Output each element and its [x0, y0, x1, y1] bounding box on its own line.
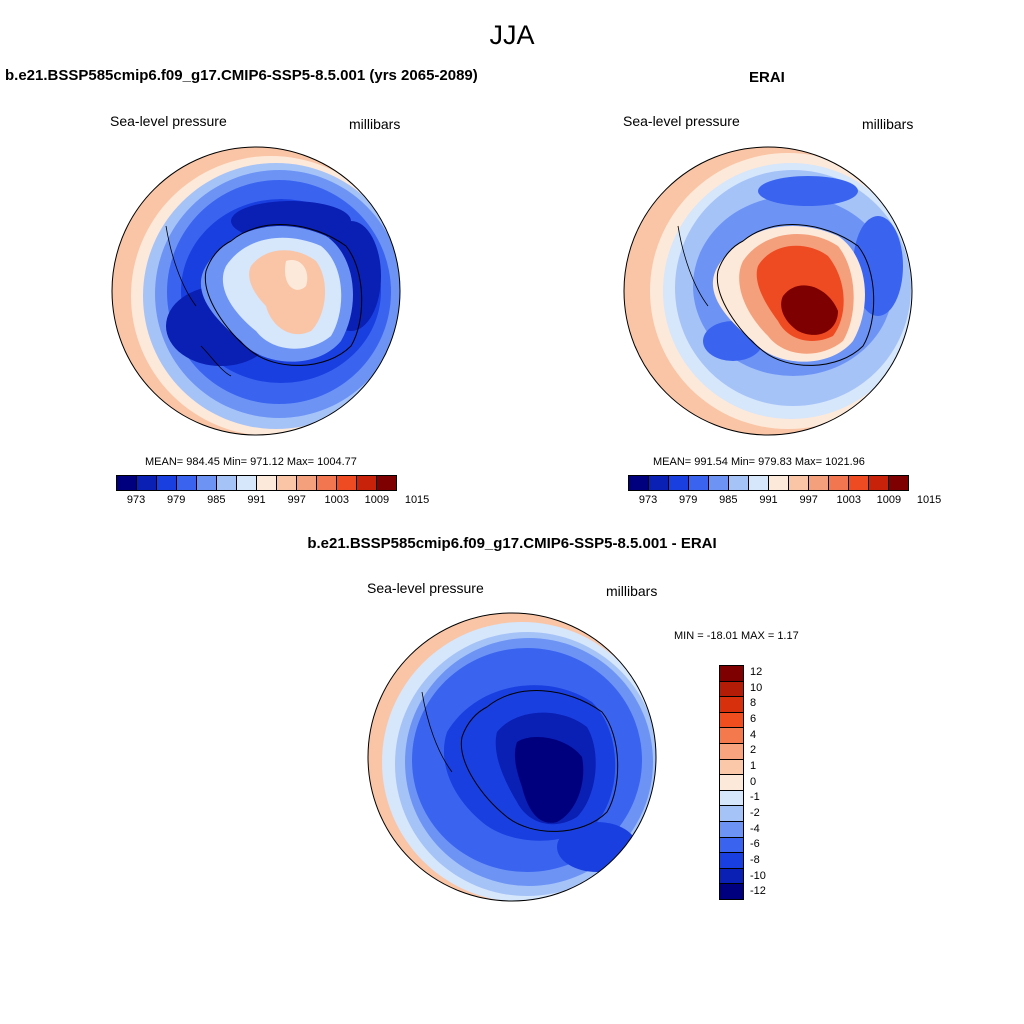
colorbar-swatch — [720, 666, 743, 682]
colorbar-swatch — [117, 476, 137, 490]
panel1-map — [111, 146, 401, 436]
colorbar-swatch — [729, 476, 749, 490]
colorbar-swatch — [257, 476, 277, 490]
panel1-colorbar — [116, 475, 397, 491]
colorbar-tick-label: 1009 — [876, 494, 902, 506]
colorbar-tick-label: -10 — [750, 869, 766, 882]
colorbar-swatch — [869, 476, 889, 490]
colorbar-swatch — [720, 790, 743, 807]
colorbar-swatch — [720, 681, 743, 698]
colorbar-tick-label: 1015 — [404, 494, 430, 506]
colorbar-tick-label: 985 — [719, 494, 738, 506]
panel2-colorbar — [628, 475, 909, 491]
colorbar-swatch — [709, 476, 729, 490]
colorbar-swatch — [157, 476, 177, 490]
colorbar-tick-label: 1003 — [324, 494, 350, 506]
colorbar-swatch — [357, 476, 377, 490]
colorbar-swatch — [720, 853, 743, 869]
colorbar-swatch — [720, 743, 743, 760]
colorbar-swatch — [277, 476, 297, 490]
colorbar-swatch — [720, 806, 743, 822]
colorbar-swatch — [720, 697, 743, 713]
colorbar-swatch — [669, 476, 689, 490]
panel3-title: b.e21.BSSP585cmip6.f09_g17.CMIP6-SSP5-8.… — [307, 535, 717, 552]
colorbar-tick-label: -12 — [750, 885, 766, 898]
colorbar-swatch — [809, 476, 829, 490]
colorbar-swatch — [689, 476, 709, 490]
colorbar-swatch — [749, 476, 769, 490]
colorbar-swatch — [829, 476, 849, 490]
panel2-map — [623, 146, 913, 436]
colorbar-tick-label: 979 — [679, 494, 698, 506]
panel2-variable: Sea-level pressure — [623, 113, 740, 129]
panel3-variable: Sea-level pressure — [367, 580, 484, 596]
panel2-stats: MEAN= 991.54 Min= 979.83 Max= 1021.96 — [653, 456, 865, 468]
panel1-units: millibars — [349, 116, 401, 132]
colorbar-swatch — [317, 476, 337, 490]
panel1-title: b.e21.BSSP585cmip6.f09_g17.CMIP6-SSP5-8.… — [5, 67, 478, 84]
colorbar-tick-label: 8 — [750, 697, 757, 710]
colorbar-tick-label: 1 — [750, 759, 757, 772]
colorbar-swatch — [769, 476, 789, 490]
colorbar-tick-label: 991 — [247, 494, 266, 506]
colorbar-swatch — [649, 476, 669, 490]
colorbar-swatch — [337, 476, 357, 490]
colorbar-swatch — [137, 476, 157, 490]
colorbar-tick-label: 2 — [750, 744, 757, 757]
panel3-map — [367, 612, 657, 902]
panel1-stats: MEAN= 984.45 Min= 971.12 Max= 1004.77 — [145, 456, 357, 468]
colorbar-swatch — [720, 821, 743, 838]
colorbar-tick-label: 997 — [287, 494, 306, 506]
colorbar-tick-label: 1009 — [364, 494, 390, 506]
colorbar-swatch — [720, 868, 743, 885]
colorbar-swatch — [720, 837, 743, 854]
colorbar-swatch — [720, 759, 743, 776]
colorbar-tick-label: 4 — [750, 728, 757, 741]
colorbar-tick-label: 991 — [759, 494, 778, 506]
colorbar-tick-label: 979 — [167, 494, 186, 506]
colorbar-swatch — [237, 476, 257, 490]
colorbar-tick-label: 10 — [750, 681, 763, 694]
panel3-units: millibars — [606, 583, 658, 599]
colorbar-swatch — [217, 476, 237, 490]
colorbar-tick-label: -4 — [750, 822, 760, 835]
colorbar-tick-label: -8 — [750, 853, 760, 866]
colorbar-swatch — [720, 775, 743, 791]
colorbar-swatch — [889, 476, 908, 490]
panel2-title: ERAI — [749, 69, 785, 86]
panel3-colorbar-ticks: 12 10 8 6 4 2 1 0 -1 -2 -4 -6 -8 -10 -12 — [750, 665, 790, 900]
colorbar-swatch — [377, 476, 396, 490]
colorbar-tick-label: 1015 — [916, 494, 942, 506]
colorbar-swatch — [720, 728, 743, 744]
colorbar-swatch — [629, 476, 649, 490]
panel2-colorbar-ticks: 973 979 985 991 997 1003 1009 1015 — [628, 494, 941, 508]
panel1-variable: Sea-level pressure — [110, 113, 227, 129]
panel3-colorbar — [719, 665, 744, 900]
colorbar-swatch — [197, 476, 217, 490]
colorbar-swatch — [720, 712, 743, 729]
colorbar-tick-label: -6 — [750, 838, 760, 851]
panel2-units: millibars — [862, 116, 914, 132]
colorbar-tick-label: 1003 — [836, 494, 862, 506]
colorbar-swatch — [297, 476, 317, 490]
colorbar-tick-label: 985 — [207, 494, 226, 506]
colorbar-swatch — [849, 476, 869, 490]
colorbar-tick-label: -1 — [750, 791, 760, 804]
panel1-colorbar-ticks: 973 979 985 991 997 1003 1009 1015 — [116, 494, 429, 508]
colorbar-tick-label: 0 — [750, 775, 757, 788]
colorbar-tick-label: 973 — [638, 494, 658, 506]
panel3-stats: MIN = -18.01 MAX = 1.17 — [674, 630, 799, 642]
colorbar-swatch — [789, 476, 809, 490]
season-title: JJA — [489, 20, 535, 50]
colorbar-swatch — [720, 884, 743, 899]
colorbar-tick-label: -2 — [750, 806, 760, 819]
colorbar-tick-label: 997 — [799, 494, 818, 506]
colorbar-tick-label: 973 — [126, 494, 146, 506]
colorbar-tick-label: 12 — [750, 665, 763, 678]
colorbar-swatch — [177, 476, 197, 490]
colorbar-tick-label: 6 — [750, 712, 757, 725]
